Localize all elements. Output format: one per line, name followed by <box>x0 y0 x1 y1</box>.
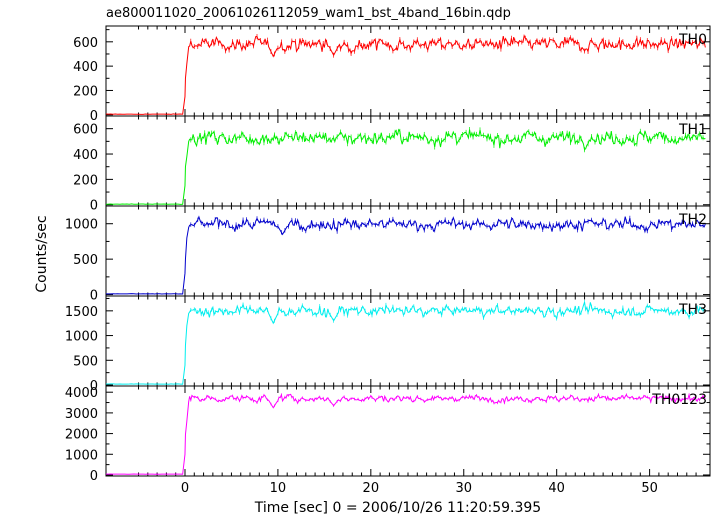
y-tick-label: 1500 <box>65 305 98 320</box>
y-tick-label: 600 <box>73 123 98 138</box>
y-tick-label: 0 <box>90 289 98 304</box>
panel-th2: 0 500 1000 TH2 <box>65 205 711 304</box>
x-tick-label: 30 <box>455 481 472 496</box>
panel-th0: 0 200 400 600 TH0 <box>73 25 711 124</box>
panel-frame <box>105 205 711 297</box>
y-tick-label: 3000 <box>65 407 98 422</box>
y-tick-label: 4000 <box>65 386 98 401</box>
series-line-th0123 <box>105 393 706 475</box>
panel-th1: 0 200 400 600 TH1 <box>73 115 711 214</box>
y-tick-label: 200 <box>73 173 98 188</box>
panel-label-th3: TH3 <box>678 302 707 318</box>
y-tick-label: 2000 <box>65 428 98 443</box>
x-tick-labels-group: 0 10 20 30 40 50 <box>181 481 658 496</box>
series-line-th1 <box>105 128 706 205</box>
y-tick-label: 1000 <box>65 218 98 233</box>
panel-frame <box>105 295 711 387</box>
chart-title: ae800011020_20061026112059_wam1_bst_4ban… <box>106 6 511 21</box>
y-tick-label: 0 <box>90 379 98 394</box>
y-tick-label: 200 <box>73 84 98 99</box>
panel-th0123: 0 1000 2000 3000 4000 TH0123 <box>65 385 711 484</box>
series-line-th3 <box>105 301 706 385</box>
y-tick-label: 400 <box>73 148 98 163</box>
panel-label-th0: TH0 <box>678 32 707 48</box>
y-tick-label: 1000 <box>65 448 98 463</box>
y-tick-label: 500 <box>73 253 98 268</box>
x-tick-label: 40 <box>548 481 565 496</box>
y-tick-label: 400 <box>73 60 98 75</box>
panel-label-th0123: TH0123 <box>651 392 707 408</box>
panel-th3: 0 500 1000 1500 TH3 <box>65 295 711 394</box>
y-tick-label: 0 <box>90 469 98 484</box>
y-tick-label: 600 <box>73 36 98 51</box>
x-tick-label: 50 <box>641 481 658 496</box>
y-axis-title: Counts/sec <box>34 215 50 292</box>
y-tick-label: 500 <box>73 354 98 369</box>
x-tick-label: 10 <box>270 481 287 496</box>
panel-label-th1: TH1 <box>678 122 707 138</box>
panel-frame <box>105 115 711 207</box>
series-line-th2 <box>105 215 706 295</box>
y-tick-label: 1000 <box>65 330 98 345</box>
panel-label-th2: TH2 <box>678 212 707 228</box>
series-line-th0 <box>105 34 706 115</box>
x-tick-label: 0 <box>181 481 189 496</box>
x-tick-label: 20 <box>363 481 380 496</box>
y-tick-label: 0 <box>90 109 98 124</box>
y-tick-label: 0 <box>90 199 98 214</box>
panel-frame <box>105 385 711 477</box>
panels-group: 0 200 400 600 TH0 0 200 400 600 TH1 0 500 1000 TH2 0 50… <box>65 25 711 484</box>
x-axis-title: Time [sec] 0 = 2006/10/26 11:20:59.395 <box>254 500 541 516</box>
